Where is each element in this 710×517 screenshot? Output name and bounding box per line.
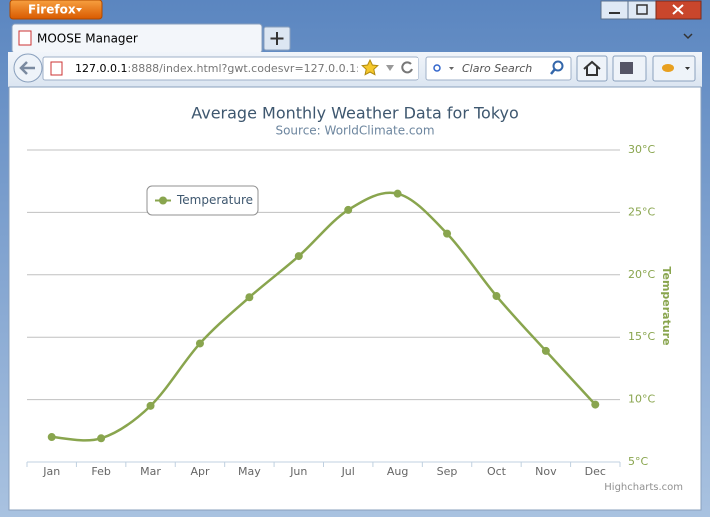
x-tick-label: Feb	[91, 465, 110, 478]
addon-button[interactable]	[652, 55, 696, 82]
x-tick-label: Oct	[487, 465, 507, 478]
legend-marker	[159, 196, 167, 205]
maximize-button[interactable]	[627, 0, 657, 20]
minimize-button[interactable]	[600, 0, 629, 20]
y-axis-title: Temperature	[660, 266, 673, 345]
firefox-button[interactable]	[9, 0, 103, 20]
search-engine-icon	[433, 64, 441, 72]
point-marker	[591, 400, 600, 409]
close-icon	[672, 4, 684, 15]
x-tick-label: Jun	[289, 465, 307, 478]
url-history[interactable]	[386, 65, 394, 71]
bookmark-star[interactable]	[361, 58, 379, 76]
search-button[interactable]	[552, 60, 564, 72]
firefox-label: Firefox	[28, 3, 76, 17]
x-tick-label: Aug	[387, 465, 408, 478]
point-marker	[393, 189, 402, 198]
x-tick-label: Nov	[535, 465, 557, 478]
url-host: 127.0.0.1	[75, 62, 127, 75]
home-icon	[583, 60, 601, 76]
reload-button[interactable]	[401, 61, 413, 74]
y-tick-label: 5°C	[628, 455, 648, 468]
point-marker	[195, 339, 204, 348]
search-engine-arrow[interactable]	[449, 67, 454, 70]
point-marker	[492, 292, 501, 301]
addon-arrow	[685, 67, 690, 70]
y-tick-label: 10°C	[628, 393, 655, 406]
x-tick-label: May	[238, 465, 261, 478]
y-tick-label: 25°C	[628, 205, 655, 218]
chart-subtitle: Source: WorldClimate.com	[275, 124, 434, 138]
tab-list-button[interactable]	[683, 33, 693, 40]
firefox-arrow	[76, 8, 82, 12]
tab-favicon	[18, 30, 32, 46]
legend-box	[146, 185, 259, 216]
maximize-icon	[636, 4, 648, 15]
point-marker	[47, 433, 56, 442]
y-tick-label: 20°C	[628, 268, 655, 281]
point-marker	[443, 229, 452, 238]
tab-title: MOOSE Manager	[37, 32, 138, 46]
x-tick-label: Mar	[140, 465, 161, 478]
x-tick-label: Apr	[190, 465, 210, 478]
chart: Average Monthly Weather Data for Tokyo S…	[26, 104, 683, 493]
x-tick-label: Sep	[437, 465, 458, 478]
content-area	[8, 86, 702, 511]
point-marker	[344, 205, 353, 214]
new-tab-icon	[270, 32, 284, 45]
x-tick-label: Jul	[341, 465, 355, 478]
x-tick-label: Jan	[42, 465, 60, 478]
x-tick-label: Dec	[585, 465, 606, 478]
bookmarks-icon	[620, 62, 633, 74]
back-icon	[19, 61, 35, 75]
point-marker	[146, 401, 155, 410]
addon-icon	[662, 64, 674, 72]
url-favicon	[50, 61, 63, 76]
url-rest: :8888/index.html?gwt.codesvr=127.0.0.1:9…	[127, 62, 387, 75]
home-button[interactable]	[576, 55, 608, 82]
point-marker	[294, 252, 303, 261]
y-tick-label: 30°C	[628, 143, 655, 156]
chart-title: Average Monthly Weather Data for Tokyo	[191, 104, 519, 123]
point-marker	[97, 434, 106, 443]
search-bar[interactable]	[425, 56, 572, 81]
url-text: 127.0.0.1:8888/index.html?gwt.codesvr=12…	[75, 62, 388, 75]
legend-label: Temperature	[176, 193, 253, 207]
point-marker	[245, 293, 254, 302]
y-tick-label: 15°C	[628, 330, 655, 343]
search-placeholder: Claro Search	[462, 62, 532, 75]
credits: Highcharts.com	[604, 482, 683, 493]
search-handle	[550, 68, 556, 75]
point-marker	[541, 346, 550, 355]
